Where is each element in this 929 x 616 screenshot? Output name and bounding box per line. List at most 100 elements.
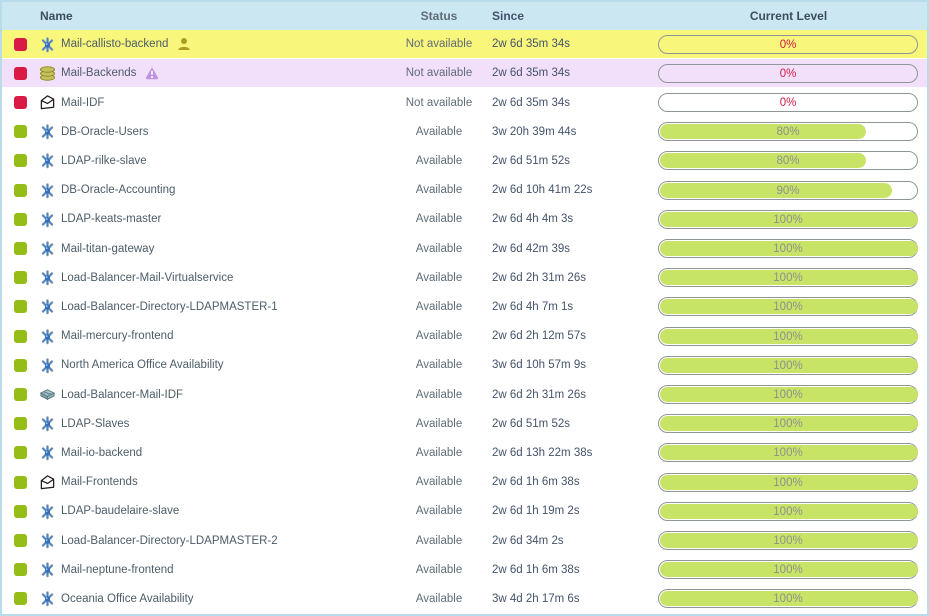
table-row[interactable]: Mail-titan-gateway Available 2w 6d 42m 3…: [2, 234, 927, 264]
level-label: 100%: [773, 272, 803, 285]
table-row[interactable]: LDAP-baudelaire-slave Available 2w 6d 1h…: [2, 497, 927, 527]
row-since: 2w 6d 35m 34s: [492, 96, 570, 109]
row-since: 2w 6d 51m 52s: [492, 154, 570, 167]
level-fill: [660, 387, 918, 403]
table-row[interactable]: LDAP-Slaves Available 2w 6d 51m 52s 100%: [2, 409, 927, 439]
state-square: [14, 271, 27, 285]
business-service-icon: [41, 328, 54, 344]
level-fill: [660, 416, 918, 432]
table-row[interactable]: Mail-neptune-frontend Available 2w 6d 1h…: [2, 555, 927, 585]
level-label: 80%: [776, 155, 800, 168]
table-row[interactable]: DB-Oracle-Accounting Available 2w 6d 10h…: [2, 176, 927, 206]
state-square: [14, 417, 27, 431]
level-fill: [660, 124, 867, 140]
level-label: 0%: [779, 38, 797, 51]
row-status: Available: [415, 505, 463, 518]
state-square: [14, 475, 27, 489]
row-name[interactable]: North America Office Availability: [61, 359, 224, 372]
current-level-bar: 100%: [658, 560, 918, 580]
level-fill: [660, 533, 918, 549]
level-fill: [660, 474, 918, 490]
level-fill: [660, 357, 918, 373]
current-level-bar: 80%: [658, 151, 918, 171]
state-square: [14, 37, 27, 51]
row-name[interactable]: Mail-Backends: [61, 67, 137, 80]
database-icon: [40, 66, 55, 81]
row-name[interactable]: DB-Oracle-Users: [61, 125, 149, 138]
row-since: 3w 4d 2h 17m 6s: [492, 592, 580, 605]
row-name[interactable]: Mail-io-backend: [61, 446, 143, 459]
table-row[interactable]: DB-Oracle-Users Available 3w 20h 39m 44s…: [2, 117, 927, 147]
row-since: 2w 6d 2h 31m 26s: [492, 271, 586, 284]
current-level-bar: 0%: [658, 34, 918, 54]
row-status: Available: [415, 476, 463, 489]
table-row[interactable]: Mail-IDF Not available 2w 6d 35m 34s 0%: [2, 88, 927, 118]
row-name[interactable]: Mail-IDF: [61, 96, 105, 109]
current-level-bar: 100%: [658, 589, 918, 609]
row-name[interactable]: Load-Balancer-Directory-LDAPMASTER-1: [61, 300, 278, 313]
row-name[interactable]: Mail-neptune-frontend: [61, 563, 174, 576]
row-status: Available: [415, 271, 463, 284]
row-name[interactable]: Load-Balancer-Mail-Virtualservice: [61, 271, 234, 284]
current-level-bar: 100%: [658, 414, 918, 434]
table-row[interactable]: Load-Balancer-Directory-LDAPMASTER-2 Ava…: [2, 526, 927, 556]
table-row[interactable]: LDAP-rilke-slave Available 2w 6d 51m 52s…: [2, 146, 927, 177]
business-service-icon: [41, 270, 54, 286]
row-since: 2w 6d 35m 34s: [492, 38, 570, 51]
business-service-icon: [41, 124, 54, 140]
table-row[interactable]: Load-Balancer-Directory-LDAPMASTER-1 Ava…: [2, 292, 927, 323]
table-row[interactable]: LDAP-keats-master Available 2w 6d 4h 4m …: [2, 205, 927, 235]
row-name[interactable]: Mail-Frontends: [61, 476, 138, 489]
row-name[interactable]: Mail-mercury-frontend: [61, 330, 174, 343]
row-name[interactable]: Load-Balancer-Mail-IDF: [61, 388, 184, 401]
row-name[interactable]: LDAP-rilke-slave: [61, 154, 147, 167]
row-name[interactable]: LDAP-keats-master: [61, 213, 162, 226]
state-square: [14, 66, 27, 80]
table-row[interactable]: North America Office Availability Availa…: [2, 351, 927, 381]
column-header-current-level[interactable]: Current Level: [749, 9, 828, 23]
row-since: 3w 20h 39m 44s: [492, 125, 577, 138]
row-status: Available: [415, 417, 463, 430]
table-row[interactable]: Load-Balancer-Mail-Virtualservice Availa…: [2, 263, 927, 293]
state-square: [14, 242, 27, 256]
row-name[interactable]: LDAP-baudelaire-slave: [61, 505, 180, 518]
column-header-name[interactable]: Name: [40, 9, 73, 23]
row-name[interactable]: LDAP-Slaves: [61, 417, 130, 430]
business-service-icon: [41, 562, 54, 578]
business-service-icon: [41, 358, 54, 374]
level-label: 100%: [773, 505, 803, 518]
table-body: Mail-callisto-backend Not available 2w 6…: [2, 30, 927, 614]
column-header-since[interactable]: Since: [492, 9, 525, 23]
row-name[interactable]: Mail-callisto-backend: [61, 38, 169, 51]
row-status: Available: [415, 446, 463, 459]
row-status: Available: [415, 125, 463, 138]
table-row[interactable]: Mail-Frontends Available 2w 6d 1h 6m 38s…: [2, 468, 927, 498]
level-fill: [660, 182, 893, 198]
row-since: 2w 6d 2h 31m 26s: [492, 388, 586, 401]
row-since: 2w 6d 51m 52s: [492, 417, 570, 430]
row-name[interactable]: DB-Oracle-Accounting: [61, 184, 176, 197]
state-square: [14, 96, 27, 109]
business-service-icon: [41, 591, 54, 607]
table-row[interactable]: Load-Balancer-Mail-IDF Available 2w 6d 2…: [2, 380, 927, 410]
row-status: Not available: [405, 67, 473, 80]
current-level-bar: 80%: [658, 122, 918, 142]
level-label: 100%: [773, 564, 803, 577]
current-level-bar: 0%: [658, 93, 918, 112]
state-square: [14, 125, 27, 139]
table-row[interactable]: Oceania Office Availability Available 3w…: [2, 584, 927, 614]
table-row[interactable]: Mail-mercury-frontend Available 2w 6d 2h…: [2, 322, 927, 352]
table-row[interactable]: Mail-callisto-backend Not available 2w 6…: [2, 30, 927, 60]
table-row[interactable]: Mail-Backends Not available 2w 6d 35m 34…: [2, 59, 927, 89]
table-row[interactable]: Mail-io-backend Available 2w 6d 13h 22m …: [2, 438, 927, 469]
row-status: Available: [415, 592, 463, 605]
level-fill: [660, 445, 918, 461]
row-name[interactable]: Oceania Office Availability: [61, 592, 194, 605]
column-header-status[interactable]: Status: [420, 9, 458, 23]
current-level-bar: 0%: [658, 63, 918, 83]
level-fill: [660, 211, 918, 227]
row-name[interactable]: Load-Balancer-Directory-LDAPMASTER-2: [61, 534, 278, 547]
row-name[interactable]: Mail-titan-gateway: [61, 242, 155, 255]
row-since: 2w 6d 2h 12m 57s: [492, 330, 586, 343]
